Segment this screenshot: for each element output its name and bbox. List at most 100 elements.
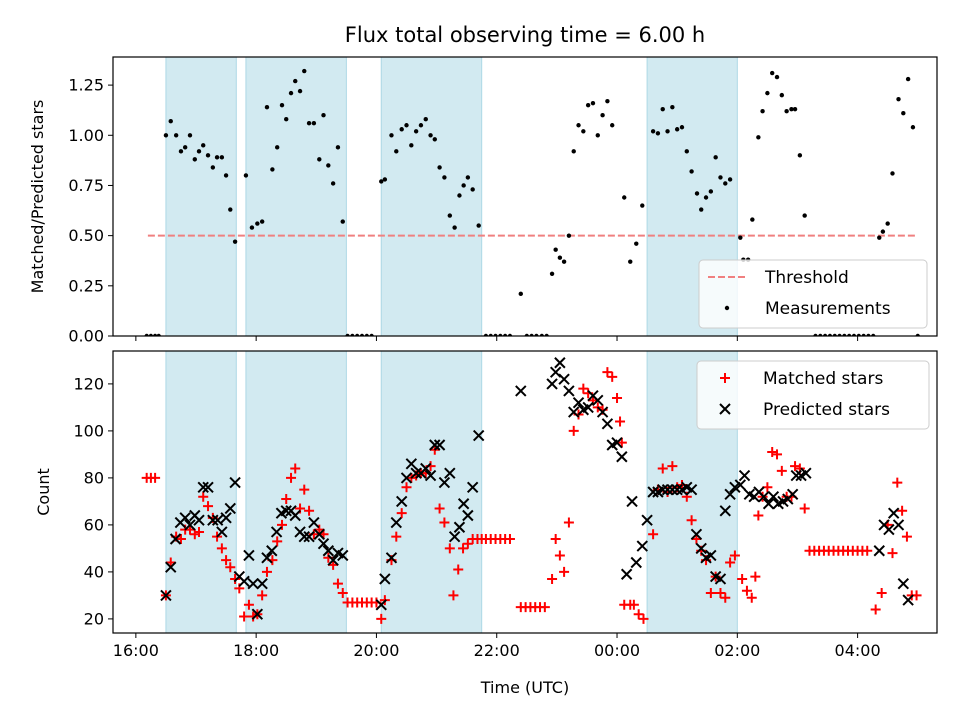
predicted-star-point	[466, 481, 479, 494]
y-tick-label: 1.25	[68, 76, 104, 95]
matched-star-point	[667, 461, 678, 472]
measurement-point	[437, 165, 442, 170]
predicted-star-point	[238, 575, 250, 588]
matched-star-point	[203, 501, 214, 512]
measurement-point	[470, 187, 475, 192]
legend-label: Threshold	[764, 268, 849, 288]
measurement-point	[628, 259, 633, 264]
observing-window-band	[165, 350, 237, 634]
predicted-star-point	[280, 505, 292, 517]
matched-star-point	[448, 590, 459, 601]
matched-star-point	[150, 472, 161, 483]
matched-star-point	[705, 588, 716, 599]
predicted-star-point	[169, 533, 182, 545]
measurement-point	[409, 143, 414, 148]
measurement-point	[890, 171, 895, 176]
predicted-star-point	[424, 469, 437, 482]
measurement-point	[797, 153, 803, 158]
measurement-point	[264, 104, 270, 110]
matched-star-point	[657, 463, 668, 474]
predicted-star-point	[313, 528, 326, 541]
predicted-star-point	[883, 523, 895, 536]
predicted-star-point	[472, 429, 485, 442]
predicted-star-point	[444, 467, 456, 479]
measurement-point	[727, 177, 733, 182]
predicted-star-point	[786, 488, 799, 501]
predicted-star-point	[390, 516, 402, 529]
predicted-star-point	[400, 472, 413, 484]
matched-star-point	[261, 566, 272, 577]
matched-star-point	[434, 503, 445, 514]
measurement-point	[792, 106, 798, 112]
measurement-point	[210, 165, 216, 170]
observing-window-band	[245, 56, 347, 337]
data-points	[141, 357, 922, 624]
x-tick-label: 18:00	[233, 641, 279, 660]
measurement-point	[699, 207, 704, 212]
matched-star-point	[391, 531, 402, 542]
measurement-point	[684, 149, 689, 154]
measurement-point	[232, 239, 238, 244]
measurement-point	[201, 143, 206, 148]
measurement-point	[249, 225, 255, 230]
measurement-point	[293, 78, 298, 84]
measurement-point	[432, 137, 437, 142]
measurement-point	[394, 149, 399, 154]
measurement-point	[571, 149, 576, 154]
observing-window-band	[380, 350, 483, 634]
measurement-point	[610, 123, 615, 128]
matched-star-point	[337, 588, 348, 599]
matched-star-point	[602, 367, 613, 378]
x-tick-label: 00:00	[594, 641, 640, 660]
matched-star-point	[272, 536, 283, 547]
matched-star-point	[458, 543, 469, 554]
predicted-star-point	[657, 483, 669, 496]
measurement-point	[223, 173, 229, 178]
predicted-star-point	[410, 467, 422, 479]
measurement-point	[703, 195, 709, 200]
measurement-point	[182, 145, 188, 150]
matched-star-point	[862, 545, 873, 556]
measurement-point	[655, 131, 661, 136]
matched-star-point	[563, 517, 574, 528]
matched-star-point	[439, 517, 450, 528]
predicted-star-point	[420, 462, 432, 475]
measurement-point	[650, 129, 656, 134]
matched-star-point	[648, 529, 659, 540]
measurement-point	[302, 68, 307, 74]
measurement-point	[465, 175, 471, 180]
measurement-point	[561, 259, 567, 264]
measurement-point	[476, 223, 481, 228]
measurement-point	[228, 207, 233, 212]
predicted-star-point	[762, 498, 775, 510]
predicted-star-point	[596, 406, 609, 418]
matched-star-point	[286, 472, 297, 483]
predicted-star-point	[184, 519, 196, 531]
y-tick-label: 0.75	[68, 176, 104, 195]
measurement-point	[595, 133, 600, 138]
matched-star-point	[638, 613, 649, 624]
observing-window-band	[245, 350, 347, 634]
x-tick-label: 22:00	[474, 641, 520, 660]
predicted-star-point	[433, 439, 446, 451]
measurement-point	[880, 229, 886, 234]
measurement-point	[219, 155, 225, 160]
matched-star-point	[304, 505, 315, 516]
matched-star-point	[230, 573, 241, 584]
y-tick-label: 60	[84, 515, 104, 534]
matched-star-point	[216, 543, 227, 554]
predicted-star-point	[179, 512, 191, 524]
matched-star-point	[887, 548, 898, 559]
measurement-point	[905, 76, 911, 82]
matched-star-point	[715, 588, 726, 599]
matched-star-point	[243, 599, 254, 610]
axes-frame	[112, 56, 938, 337]
predicted-star-point	[270, 526, 283, 538]
matched-star-point	[741, 585, 752, 596]
predicted-star-point	[438, 476, 451, 489]
legend-box	[696, 360, 930, 430]
matched-star-point	[462, 538, 473, 549]
predicted-star-point	[256, 577, 268, 590]
measurement-point	[784, 108, 789, 114]
